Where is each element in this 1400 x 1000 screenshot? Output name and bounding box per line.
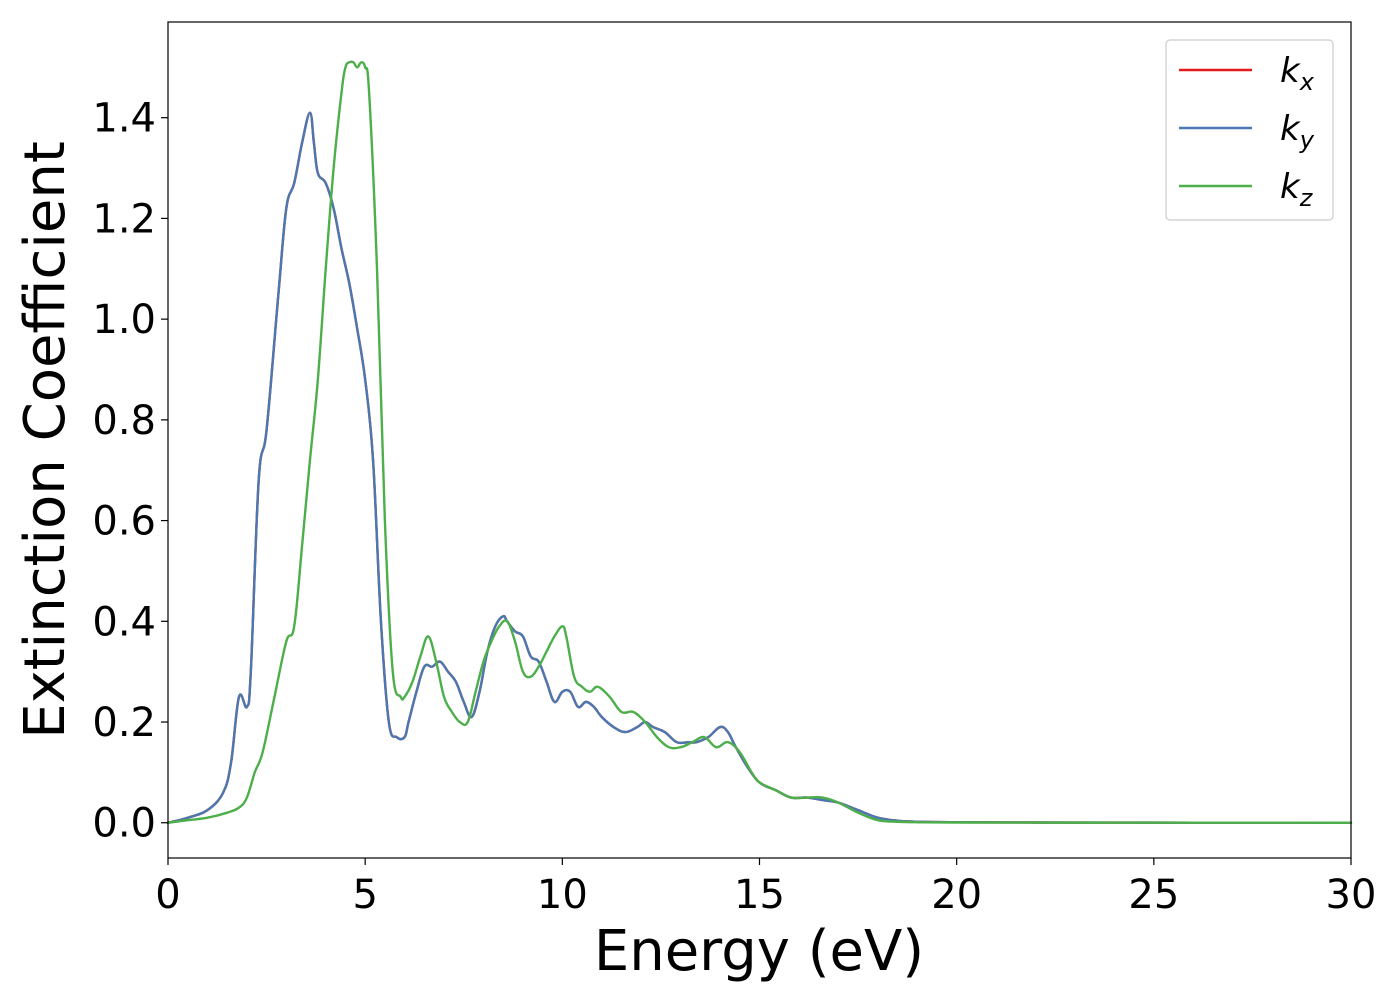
- y-tick-label: 0.4: [92, 599, 156, 645]
- series-line-k-z: [166, 60, 1353, 824]
- legend-label: kz: [1280, 167, 1314, 212]
- y-tick-label: 0.0: [92, 801, 156, 847]
- x-axis-title: Energy (eV): [594, 919, 924, 984]
- legend-label-subscript: y: [1299, 126, 1315, 154]
- x-tick-label: 0: [155, 872, 180, 918]
- legend-label: ky: [1280, 109, 1315, 154]
- axis-layer: 0 5 10 15 20 25 30 0.0 0.2 0.4 0.6 0.8 1.0 1.2 1.4: [92, 96, 1376, 918]
- x-tick-label: 5: [352, 872, 377, 918]
- y-tick-label: 1.4: [92, 96, 156, 142]
- x-tick-label: 10: [537, 872, 588, 918]
- y-axis-title: Extinction Coefficient: [13, 141, 78, 739]
- x-tick-label: 15: [734, 872, 785, 918]
- x-tick-label: 20: [931, 872, 982, 918]
- legend-label-main: k: [1280, 167, 1301, 207]
- y-tick-label: 1.0: [92, 297, 156, 343]
- legend-label-subscript: x: [1299, 68, 1315, 96]
- x-tick-label: 30: [1326, 872, 1377, 918]
- legend-label-main: k: [1280, 109, 1301, 149]
- legend-label-subscript: z: [1299, 184, 1314, 212]
- legend-box: [1165, 39, 1334, 221]
- legend-label: kx: [1280, 51, 1315, 96]
- legend-label-main: k: [1280, 51, 1301, 91]
- series-layer: [166, 60, 1353, 824]
- y-tick-label: 0.6: [92, 499, 156, 545]
- y-tick-label: 0.8: [92, 398, 156, 444]
- y-tick-label: 1.2: [92, 196, 156, 242]
- y-tick-label: 0.2: [92, 700, 156, 746]
- x-tick-label: 25: [1128, 872, 1179, 918]
